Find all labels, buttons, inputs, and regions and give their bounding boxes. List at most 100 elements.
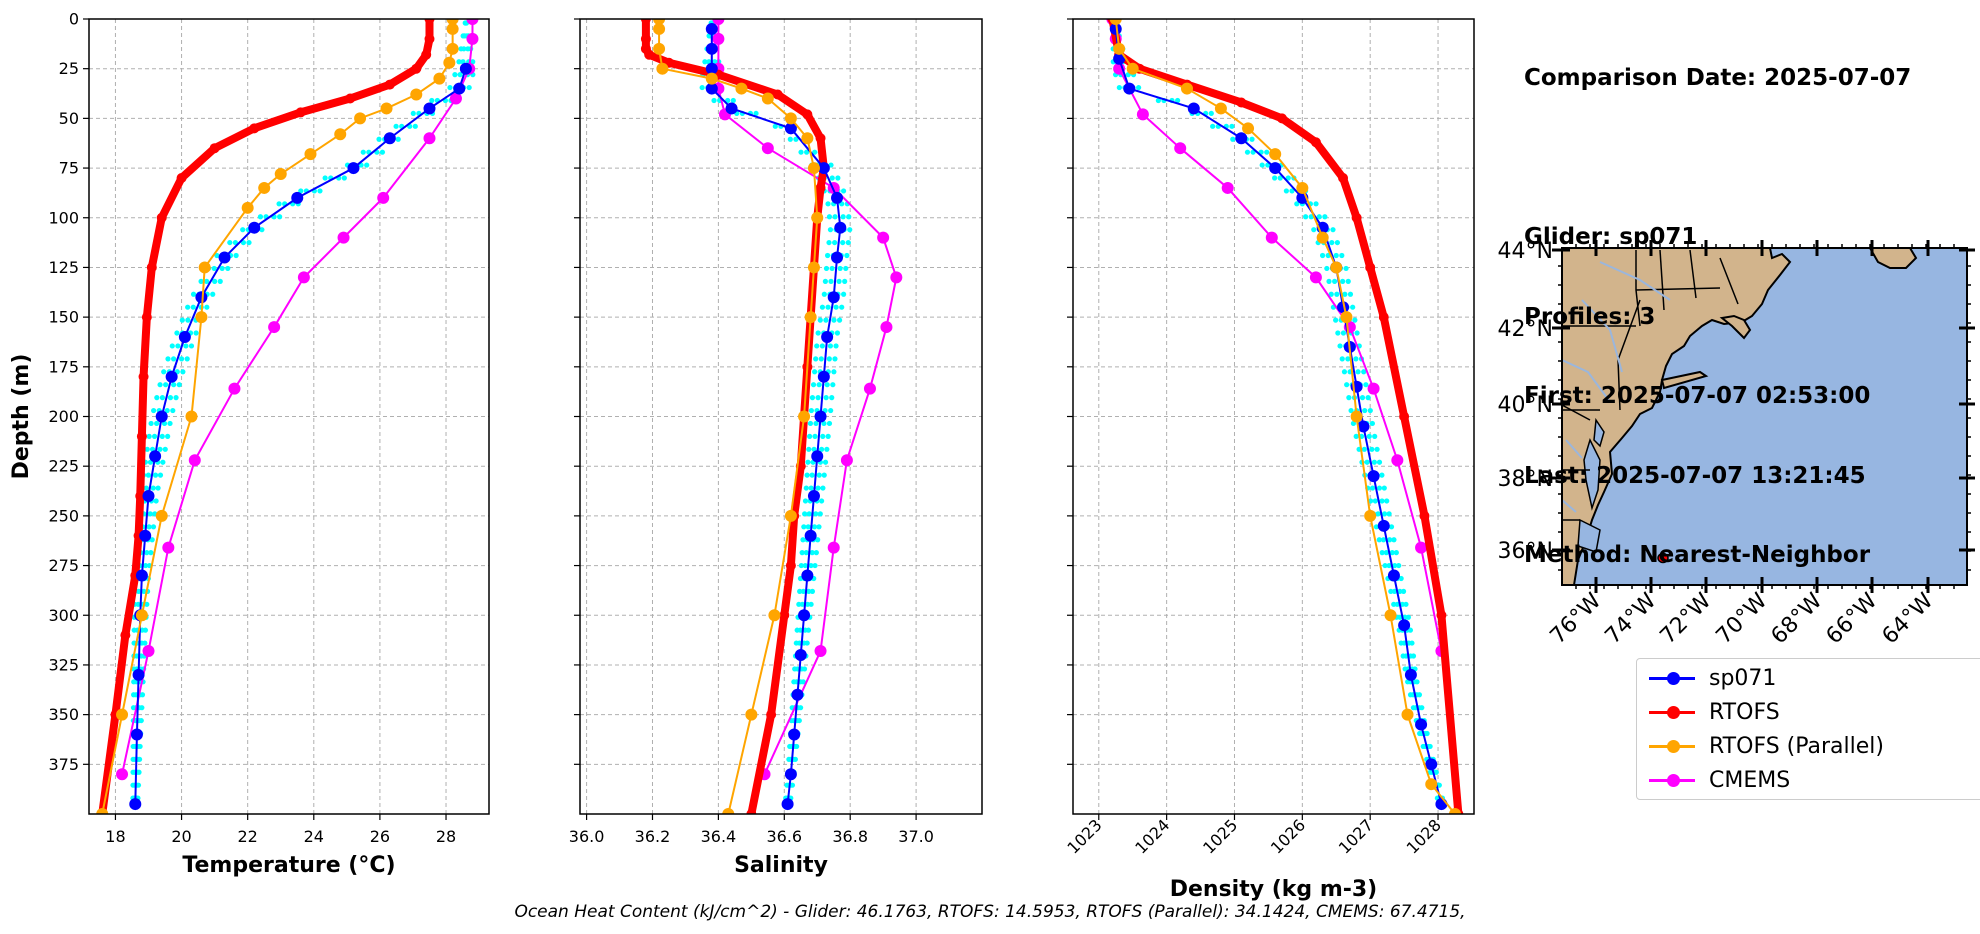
raw-glider-point (821, 291, 827, 297)
legend-label-cmems: CMEMS (1709, 767, 1791, 793)
series-point-sp071 (1357, 420, 1370, 433)
lon-label: 72°W (1656, 588, 1717, 649)
series-point-parallel (811, 211, 824, 224)
raw-glider-point (1210, 123, 1216, 129)
raw-glider-point (801, 666, 808, 672)
lon-label: 64°W (1878, 588, 1939, 649)
raw-glider-point (167, 395, 174, 401)
raw-glider-point (819, 498, 825, 504)
series-point-sp071 (1398, 619, 1411, 632)
raw-glider-point (157, 446, 163, 452)
series-point-cmems (423, 132, 436, 145)
raw-glider-point (1319, 252, 1326, 259)
raw-glider-point (146, 433, 152, 439)
series-point-parallel (433, 72, 446, 85)
series-point-rtofs (802, 109, 813, 120)
raw-glider-point (793, 640, 799, 646)
series-point-rtofs (640, 19, 651, 24)
raw-glider-point (813, 356, 819, 362)
plot-area (640, 19, 903, 814)
raw-glider-point (823, 317, 829, 323)
series-point-parallel (1180, 82, 1193, 95)
raw-glider-point (1402, 666, 1408, 672)
series-point-cmems (840, 454, 853, 467)
raw-glider-point (1400, 588, 1407, 595)
raw-glider-point (1340, 330, 1347, 336)
raw-glider-point (429, 97, 435, 104)
series-point-parallel (761, 92, 774, 105)
salinity-panel: 36.0 36.2 36.4 36.6 36.8 37.0 Salinity (569, 18, 983, 878)
series-point-rtofs (640, 33, 651, 44)
map-frame (1561, 247, 1968, 586)
raw-glider-point (1376, 459, 1383, 465)
raw-glider-point (1393, 550, 1399, 556)
series-point-sp071 (383, 132, 396, 145)
raw-glider-point (836, 278, 842, 284)
raw-glider-point (163, 382, 169, 388)
raw-glider-point (806, 588, 812, 595)
legend-swatch-sp071 (1641, 661, 1703, 695)
raw-glider-point (1344, 382, 1350, 388)
series-point-sp071 (725, 102, 738, 115)
raw-glider-point (1342, 291, 1348, 297)
raw-glider-point (1328, 291, 1334, 297)
raw-glider-point (137, 743, 143, 750)
x-tick-label: 28 (436, 827, 456, 846)
series-point-sp071 (218, 251, 231, 264)
raw-glider-point (360, 149, 366, 155)
raw-glider-point (832, 239, 838, 246)
raw-glider-point (1229, 123, 1235, 129)
raw-glider-point (839, 304, 845, 310)
raw-glider-point (466, 84, 472, 91)
raw-glider-point (798, 705, 804, 711)
delaware-bay (1593, 417, 1605, 448)
last-time: Last: 2025-07-07 13:21:45 (1524, 462, 1866, 489)
lon-label: 70°W (1712, 588, 1773, 649)
series-point-parallel (410, 88, 423, 101)
comparison-info: Comparison Date: 2025-07-07 Glider: sp07… (1524, 12, 1911, 595)
raw-glider-point (1375, 511, 1381, 517)
raw-glider-point (803, 550, 809, 556)
raw-glider-point (155, 485, 161, 491)
series-point-sp071 (165, 370, 178, 383)
raw-glider-point (1277, 175, 1283, 181)
raw-glider-point (798, 562, 804, 569)
series-point-sp071 (804, 529, 817, 542)
series-point-rtofs (1276, 113, 1287, 124)
raw-glider-point (805, 524, 811, 530)
raw-glider-point (1376, 485, 1383, 491)
series-point-cmems (712, 32, 725, 45)
series-point-sp071 (817, 370, 830, 383)
legend-swatch-rtofs-parallel (1641, 729, 1703, 763)
series-point-sp071 (798, 609, 811, 622)
raw-glider-point (1367, 407, 1373, 414)
raw-glider-point (841, 291, 847, 297)
series-point-cmems (1221, 181, 1234, 194)
series-point-parallel (1316, 231, 1329, 244)
series-point-parallel (1113, 42, 1126, 55)
series-point-rtofs (138, 371, 149, 382)
raw-glider-point (412, 123, 418, 129)
raw-glider-point (376, 136, 382, 142)
cape-cod (1719, 314, 1752, 340)
raw-glider-point (1409, 640, 1415, 646)
series-point-parallel (446, 42, 459, 55)
series-point-sp071 (1113, 52, 1126, 65)
lat-label: 36°N (1498, 539, 1553, 564)
raw-glider-point (1417, 730, 1423, 737)
series-point-parallel (334, 128, 347, 141)
y-tick-label: 0 (69, 10, 79, 29)
series-point-cmems (712, 19, 725, 25)
raw-glider-point (150, 485, 156, 491)
raw-glider-point (829, 265, 835, 272)
raw-glider-point (1369, 485, 1376, 491)
series-point-rtofs (766, 709, 777, 720)
raw-glider-point (1361, 369, 1367, 375)
raw-glider-point (1316, 214, 1322, 220)
y-tick-label: 175 (48, 357, 79, 376)
x-axis-label: Salinity (734, 853, 828, 878)
series-point-cmems (863, 382, 876, 395)
series-point-sp071 (831, 251, 844, 264)
series-point-cmems (297, 271, 310, 284)
raw-glider-point (821, 420, 827, 427)
